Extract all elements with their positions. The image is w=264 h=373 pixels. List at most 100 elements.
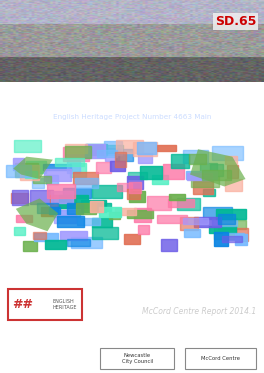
- Bar: [67, 239, 91, 246]
- Bar: [157, 215, 187, 223]
- Bar: [223, 233, 244, 241]
- Text: Newcastle
University: Newcastle University: [40, 334, 84, 354]
- Bar: [33, 232, 46, 239]
- Bar: [34, 232, 58, 241]
- Bar: [116, 140, 143, 153]
- Bar: [214, 226, 236, 239]
- Bar: [57, 216, 84, 227]
- Bar: [138, 225, 149, 234]
- Text: English Heritage Project Number 4663 Main: English Heritage Project Number 4663 Mai…: [53, 114, 211, 120]
- Bar: [54, 210, 76, 223]
- Bar: [129, 182, 141, 193]
- Text: McCord Centre: McCord Centre: [201, 356, 240, 361]
- Bar: [183, 229, 200, 236]
- Bar: [214, 232, 228, 246]
- Bar: [65, 145, 91, 158]
- Bar: [218, 214, 235, 224]
- Bar: [168, 199, 194, 207]
- Polygon shape: [16, 198, 58, 231]
- Bar: [92, 185, 122, 198]
- Bar: [171, 154, 189, 168]
- Bar: [97, 150, 116, 157]
- Bar: [26, 161, 46, 173]
- Bar: [163, 164, 184, 179]
- Bar: [41, 207, 58, 216]
- Bar: [73, 172, 98, 184]
- Bar: [92, 227, 117, 239]
- Bar: [60, 231, 87, 240]
- Bar: [180, 217, 199, 230]
- Bar: [43, 164, 71, 170]
- Text: SD.65: SD.65: [215, 15, 256, 28]
- Text: Sarah Collins: Sarah Collins: [189, 291, 256, 300]
- Bar: [32, 178, 44, 188]
- Bar: [203, 189, 215, 195]
- Bar: [55, 158, 84, 166]
- Bar: [54, 210, 80, 217]
- Bar: [12, 190, 28, 205]
- Bar: [138, 153, 152, 163]
- Bar: [49, 207, 60, 214]
- Bar: [147, 196, 171, 210]
- Bar: [63, 147, 89, 161]
- Bar: [77, 218, 100, 225]
- Bar: [67, 203, 83, 214]
- Bar: [105, 148, 119, 160]
- Bar: [216, 209, 246, 219]
- Bar: [70, 163, 86, 177]
- Bar: [13, 140, 41, 152]
- Bar: [129, 191, 145, 202]
- Text: 🏛: 🏛: [8, 334, 15, 344]
- Bar: [157, 144, 176, 151]
- Bar: [193, 181, 213, 194]
- Bar: [227, 165, 238, 178]
- Bar: [124, 233, 140, 244]
- Bar: [222, 236, 242, 242]
- Polygon shape: [190, 149, 246, 186]
- Bar: [14, 227, 25, 235]
- Bar: [95, 203, 111, 211]
- Bar: [109, 212, 120, 219]
- FancyBboxPatch shape: [185, 348, 256, 369]
- Bar: [225, 179, 242, 191]
- Bar: [37, 203, 58, 213]
- Bar: [11, 193, 28, 203]
- Bar: [110, 161, 125, 171]
- Bar: [200, 163, 217, 174]
- Bar: [86, 144, 105, 158]
- Polygon shape: [13, 157, 53, 179]
- Bar: [115, 152, 126, 167]
- Bar: [75, 178, 98, 188]
- Bar: [218, 220, 246, 229]
- Bar: [127, 176, 143, 189]
- Bar: [210, 164, 223, 176]
- Bar: [81, 200, 106, 212]
- Bar: [65, 144, 87, 153]
- Bar: [92, 145, 123, 153]
- Bar: [212, 218, 238, 226]
- Text: ENGLISH
HERITAGE: ENGLISH HERITAGE: [53, 298, 77, 310]
- Bar: [13, 158, 24, 170]
- Bar: [23, 241, 37, 251]
- Bar: [127, 189, 140, 199]
- Bar: [115, 208, 136, 216]
- Text: McCord Centre Report 2014.1: McCord Centre Report 2014.1: [142, 307, 256, 316]
- Bar: [67, 160, 80, 173]
- Bar: [116, 149, 133, 161]
- Bar: [117, 183, 132, 191]
- Text: ##: ##: [12, 298, 33, 311]
- Bar: [133, 142, 157, 156]
- Bar: [203, 207, 232, 219]
- Bar: [16, 215, 32, 222]
- Bar: [45, 240, 66, 249]
- Bar: [202, 170, 231, 180]
- Bar: [71, 237, 102, 248]
- Text: Tyne and Wear Historic Landscape Characterisation Final Report: Tyne and Wear Historic Landscape Charact…: [40, 86, 224, 105]
- Bar: [182, 218, 208, 224]
- Bar: [96, 162, 111, 173]
- Bar: [63, 188, 92, 198]
- Bar: [191, 176, 219, 187]
- Bar: [46, 175, 58, 184]
- Bar: [161, 239, 177, 251]
- Bar: [32, 176, 51, 183]
